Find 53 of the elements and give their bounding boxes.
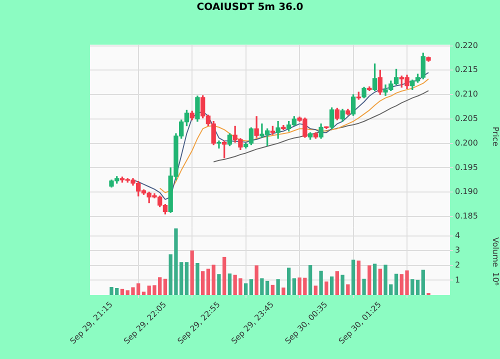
bar — [330, 276, 334, 295]
bar — [394, 274, 398, 295]
y-tick-label: 0.220 — [455, 40, 478, 50]
y-tick-label: 0.200 — [455, 138, 478, 148]
bar — [351, 260, 356, 295]
bar — [282, 288, 286, 295]
y-tick-label: 0.210 — [455, 90, 478, 99]
bar — [362, 278, 366, 295]
bar — [206, 268, 210, 295]
bar — [254, 265, 258, 295]
bar — [410, 279, 414, 295]
bar — [368, 265, 372, 295]
bar — [308, 265, 312, 295]
bar — [244, 283, 248, 295]
chart-title: COAIUSDT 5m 36.0 — [196, 2, 304, 13]
bar — [142, 292, 146, 295]
bar — [346, 284, 350, 295]
y-tick-label: 2 — [455, 260, 460, 270]
bar — [324, 281, 328, 295]
bar — [356, 260, 360, 295]
bar — [276, 279, 280, 295]
y-tick-label: 0.195 — [455, 162, 478, 172]
bar — [292, 278, 296, 295]
bar — [421, 270, 425, 295]
bar — [184, 262, 189, 295]
y-axis-title: Price — [491, 126, 500, 146]
y-tick-label: 0.215 — [455, 65, 478, 74]
bar — [319, 270, 323, 295]
y-tick-label: 3 — [455, 246, 460, 255]
y-axis-title: Volume 10⁶ — [491, 237, 500, 286]
bar — [340, 274, 344, 295]
bar — [217, 274, 221, 295]
bar — [286, 268, 291, 295]
bar — [378, 268, 382, 295]
bar — [416, 280, 420, 295]
bar — [335, 271, 339, 295]
y-tick-label: 1 — [455, 275, 460, 284]
bar — [228, 274, 232, 295]
bar — [212, 264, 216, 295]
bar — [120, 288, 124, 295]
bar — [270, 284, 275, 295]
bar — [201, 271, 205, 295]
y-tick-label: 0.185 — [455, 212, 478, 221]
bar — [222, 256, 226, 295]
bar — [196, 262, 200, 295]
y-tick-label: 4 — [455, 230, 460, 240]
y-tick-label: 0.190 — [455, 187, 478, 196]
bar — [190, 250, 194, 295]
bar — [372, 264, 377, 295]
bar — [249, 279, 254, 295]
y-tick-label: 0.205 — [455, 114, 478, 124]
bar — [163, 278, 168, 295]
bar — [314, 286, 318, 295]
